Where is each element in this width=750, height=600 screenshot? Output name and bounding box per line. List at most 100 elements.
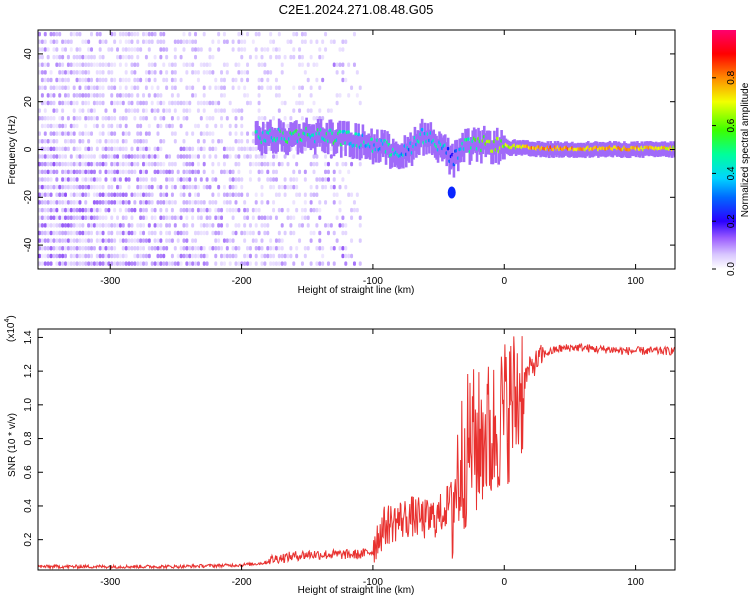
heatmap-cell xyxy=(202,200,206,205)
heatmap-cell xyxy=(110,238,114,243)
heatmap-cell xyxy=(176,154,180,159)
heatmap-cell xyxy=(49,70,53,75)
heatmap-cell xyxy=(156,154,160,159)
heatmap-cell xyxy=(303,200,307,205)
heatmap-cell xyxy=(81,138,85,144)
heatmap-cell xyxy=(101,146,105,152)
heatmap-cell xyxy=(165,200,169,205)
heatmap-cell xyxy=(44,24,47,29)
heatmap-cell xyxy=(116,230,120,236)
heatmap-cell xyxy=(46,238,50,243)
heatmap-cell xyxy=(234,161,238,167)
heatmap-cell xyxy=(182,169,186,175)
heatmap-cell xyxy=(90,261,94,266)
heatmap-cell xyxy=(98,85,102,90)
heatmap-cell xyxy=(300,85,304,90)
heatmap-cell xyxy=(95,200,99,205)
heatmap-cell xyxy=(338,207,342,213)
heatmap-cell xyxy=(127,154,131,159)
heatmap-cell xyxy=(38,161,41,167)
heatmap-cell xyxy=(66,223,70,228)
heatmap-cell xyxy=(292,85,296,90)
heatmap-cell xyxy=(46,123,50,129)
heatmap-cell xyxy=(309,93,313,98)
heatmap-cell xyxy=(341,223,345,228)
heatmap-cell xyxy=(254,238,258,243)
heatmap-cell xyxy=(95,70,99,75)
heatmap-cell xyxy=(101,223,105,228)
heatmap-cell xyxy=(66,177,70,182)
heatmap-cell xyxy=(260,184,264,190)
heatmap-cell xyxy=(153,215,157,220)
heatmap-cell xyxy=(298,108,302,113)
heatmap-cell xyxy=(222,85,226,90)
heatmap-cell xyxy=(78,215,82,220)
heatmap-cell xyxy=(118,169,122,175)
heatmap-cell xyxy=(228,177,232,182)
heatmap-cell xyxy=(234,261,238,266)
heatmap-cell xyxy=(277,253,281,259)
heatmap-cell xyxy=(61,123,65,129)
heatmap-cell xyxy=(332,261,336,266)
heatmap-cell xyxy=(165,215,169,220)
heatmap-cell xyxy=(150,230,154,236)
heatmap-cell xyxy=(240,138,244,144)
heatmap-cell xyxy=(170,62,174,68)
heatmap-cell xyxy=(185,161,189,167)
heatmap-cell xyxy=(66,161,70,167)
heatmap-cell xyxy=(64,246,68,251)
heatmap-cell xyxy=(95,238,99,243)
heatmap-cell xyxy=(231,215,235,220)
heatmap-cell xyxy=(272,161,276,167)
heatmap-cell xyxy=(49,31,53,37)
heatmap-cell xyxy=(121,77,125,83)
x-tick-label: 100 xyxy=(627,276,644,287)
heatmap-cell xyxy=(156,169,160,175)
heatmap-cell xyxy=(124,62,128,68)
heatmap-cell xyxy=(66,169,70,175)
heatmap-cell xyxy=(324,200,328,205)
heatmap-cell xyxy=(98,261,102,266)
heatmap-cell xyxy=(142,192,146,198)
y-tick-label: 1.2 xyxy=(23,364,34,378)
heatmap-cell xyxy=(260,253,264,259)
heatmap-cell xyxy=(251,230,255,236)
heatmap-cell xyxy=(84,246,88,251)
heatmap-cell xyxy=(156,146,160,152)
heatmap-cell xyxy=(139,223,143,228)
heatmap-cell xyxy=(104,116,108,121)
heatmap-cell xyxy=(110,184,114,190)
heatmap-cell xyxy=(214,100,218,106)
heatmap-cell xyxy=(104,146,108,152)
heatmap-cell xyxy=(318,238,322,243)
heatmap-cell xyxy=(329,146,333,152)
heatmap-cell xyxy=(46,146,50,152)
heatmap-cell xyxy=(243,253,247,259)
heatmap-cell xyxy=(246,230,250,236)
heatmap-cell xyxy=(199,215,203,220)
heatmap-cell xyxy=(87,100,91,106)
heatmap-cell xyxy=(280,161,284,167)
heatmap-cell xyxy=(225,192,229,198)
heatmap-cell xyxy=(81,100,85,106)
heatmap-cell xyxy=(280,184,284,190)
heatmap-cell xyxy=(211,169,215,175)
heatmap-cell xyxy=(78,200,82,205)
heatmap-cell xyxy=(118,230,122,236)
bottom-y-axis: 0.20.40.60.81.01.21.4 xyxy=(23,330,675,547)
heatmap-cell xyxy=(237,207,241,213)
heatmap-cell xyxy=(98,100,102,106)
heatmap-cell xyxy=(159,116,163,121)
heatmap-cell xyxy=(153,116,157,121)
heatmap-cell xyxy=(269,31,273,37)
y-tick-label: 1.4 xyxy=(23,330,34,344)
heatmap-cell xyxy=(182,154,186,159)
heatmap-cell xyxy=(173,215,177,220)
heatmap-cell xyxy=(173,54,177,60)
heatmap-cell xyxy=(75,31,79,37)
heatmap-cell xyxy=(228,253,232,259)
heatmap-cell xyxy=(269,184,273,190)
heatmap-cell xyxy=(446,146,450,151)
heatmap-cell xyxy=(98,161,102,167)
heatmap-cell xyxy=(46,200,50,205)
